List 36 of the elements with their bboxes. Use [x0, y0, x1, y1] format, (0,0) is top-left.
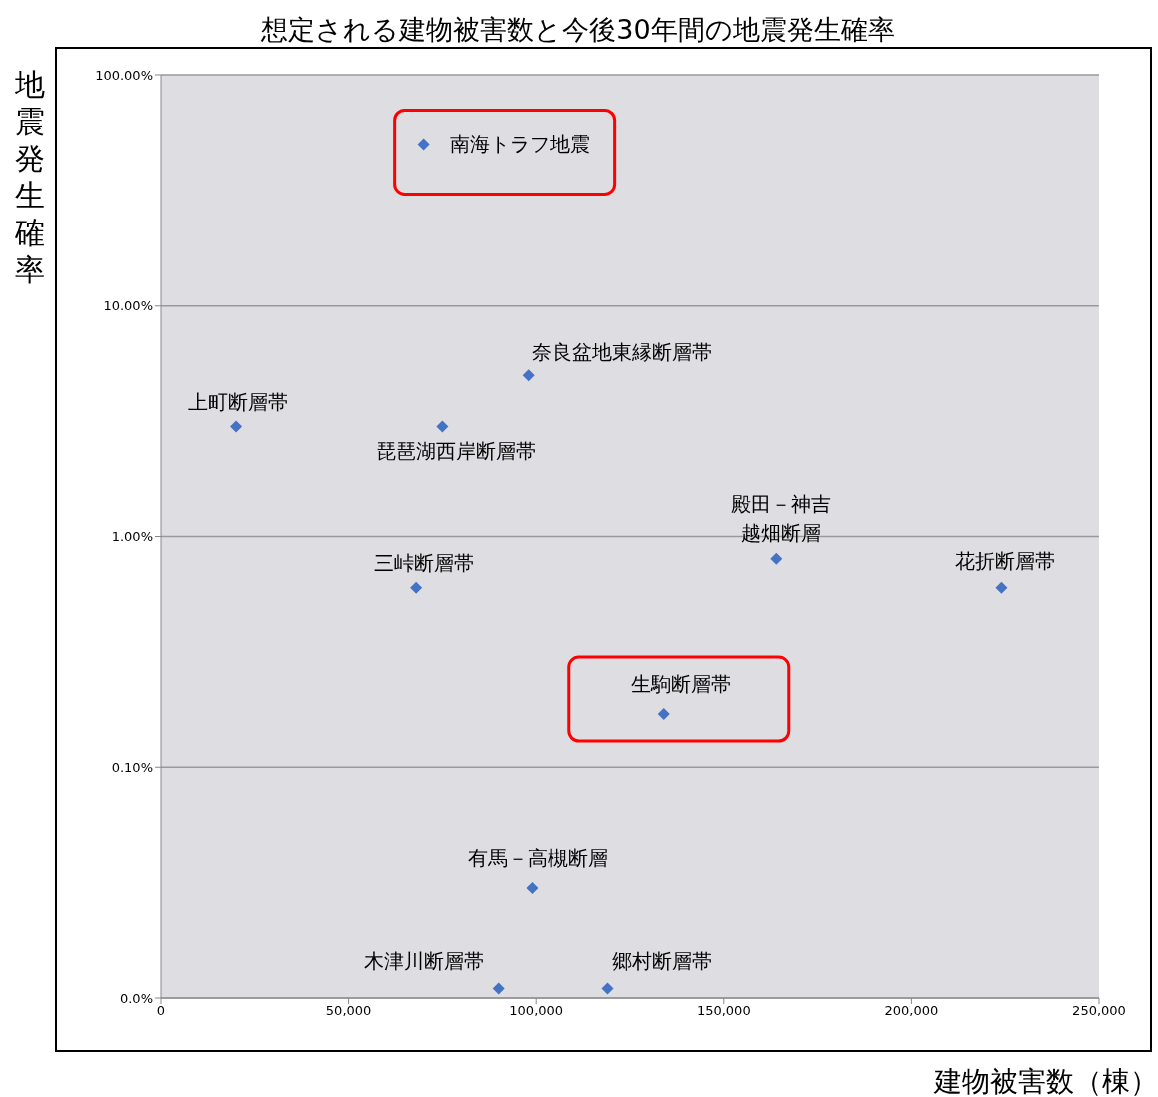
annotation: 上町断層帯 [188, 390, 289, 415]
x-tick-label: 0 [156, 1003, 166, 1019]
point [770, 552, 783, 565]
annotation: 有馬－高槻断層 [468, 845, 609, 870]
point [995, 581, 1008, 594]
point [526, 881, 539, 894]
x-tick-label: 200,000 [884, 1003, 939, 1019]
point [230, 420, 243, 433]
y-tick-label: 0.10% [111, 759, 153, 775]
point [601, 982, 614, 995]
annotation: 奈良盆地東縁断層帯 [531, 340, 712, 365]
chart-title: 想定される建物被害数と今後30年間の地震発生確率 [260, 13, 896, 47]
point [417, 138, 430, 151]
point [657, 708, 670, 721]
annotation: 生駒断層帯 [630, 672, 731, 697]
x-tick-label: 100,000 [509, 1003, 564, 1019]
annotation: 三峠断層帯 [374, 550, 475, 575]
y-tick-label: 0.0% [119, 990, 153, 1006]
y-tick-label: 1.00% [111, 529, 153, 545]
point [522, 369, 535, 382]
annotation: 郷村断層帯 [612, 949, 713, 974]
x-tick-label: 150,000 [696, 1003, 751, 1019]
annotation: 花折断層帯 [955, 548, 1056, 573]
annotation: 琵琶湖西岸断層帯 [376, 439, 537, 464]
point [492, 982, 505, 995]
y-axis-title: 地震発生確率 [14, 66, 46, 288]
y-tick-label: 100.00% [95, 67, 153, 83]
annotation: 南海トラフ地震 [449, 132, 590, 157]
point [436, 420, 449, 433]
y-tick-label: 10.00% [103, 298, 153, 314]
point [410, 581, 423, 594]
x-axis-title: 建物被害数（棟） [934, 1064, 1158, 1097]
x-tick-label: 250,000 [1072, 1003, 1126, 1019]
annotation: 殿田－神吉越畑断層 [731, 491, 832, 545]
x-tick-label: 50,000 [325, 1003, 372, 1019]
annotation: 木津川断層帯 [363, 949, 484, 974]
